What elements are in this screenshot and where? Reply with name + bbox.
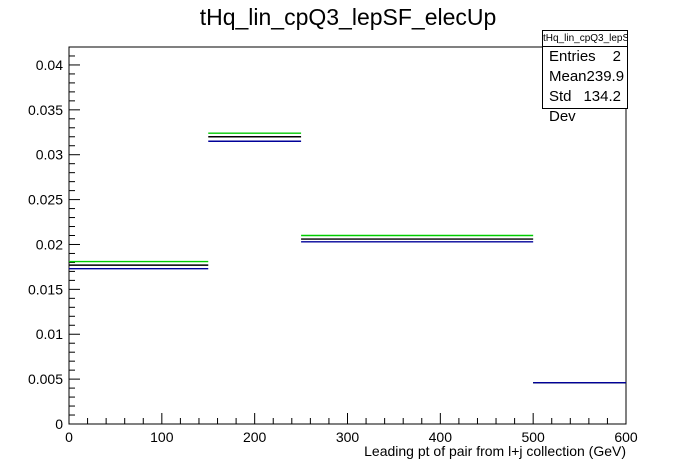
stats-label: Entries	[549, 48, 596, 65]
stats-label: Std Dev	[549, 88, 576, 125]
stats-box-title: tHq_lin_cpQ3_lepSF_elecUp	[543, 31, 627, 47]
x-tick-label: 100	[150, 429, 174, 445]
x-tick-label: 0	[65, 429, 73, 445]
stats-value: 239.9	[586, 68, 625, 85]
stats-value: 134.2	[583, 88, 621, 105]
stats-row-stddev: Std Dev 134.2	[543, 87, 627, 125]
stats-row-mean: Mean 239.9	[543, 67, 627, 87]
chart-title: tHq_lin_cpQ3_lepSF_elecUp	[199, 4, 497, 30]
x-tick-label: 300	[336, 429, 360, 445]
y-tick-label: 0.01	[36, 326, 63, 342]
x-tick-label: 200	[243, 429, 267, 445]
histogram-bars	[69, 132, 626, 384]
x-tick-label: 400	[429, 429, 453, 445]
y-tick-label: 0.005	[28, 371, 63, 387]
x-axis-label: Leading pt of pair from l+j collection (…	[364, 443, 626, 459]
y-tick-label: 0.015	[28, 281, 63, 297]
axis-tick-labels: 0 100 200 300 400 500 600 0 0.005 0.01 0.015 0.02 0.…	[28, 57, 638, 445]
x-tick-label: 600	[614, 429, 638, 445]
y-tick-label: 0.03	[36, 147, 63, 163]
y-tick-label: 0.02	[36, 236, 63, 252]
stats-row-entries: Entries 2	[543, 47, 627, 67]
stats-box: tHq_lin_cpQ3_lepSF_elecUp Entries 2 Mean…	[542, 30, 628, 125]
y-tick-label: 0	[55, 416, 63, 432]
x-tick-label: 500	[521, 429, 545, 445]
y-tick-label: 0.025	[28, 192, 63, 208]
stats-value: 2	[612, 48, 621, 65]
axis-ticks	[68, 46, 627, 425]
y-tick-label: 0.04	[36, 57, 63, 73]
stats-label: Mean	[549, 68, 587, 85]
y-tick-label: 0.035	[28, 102, 63, 118]
